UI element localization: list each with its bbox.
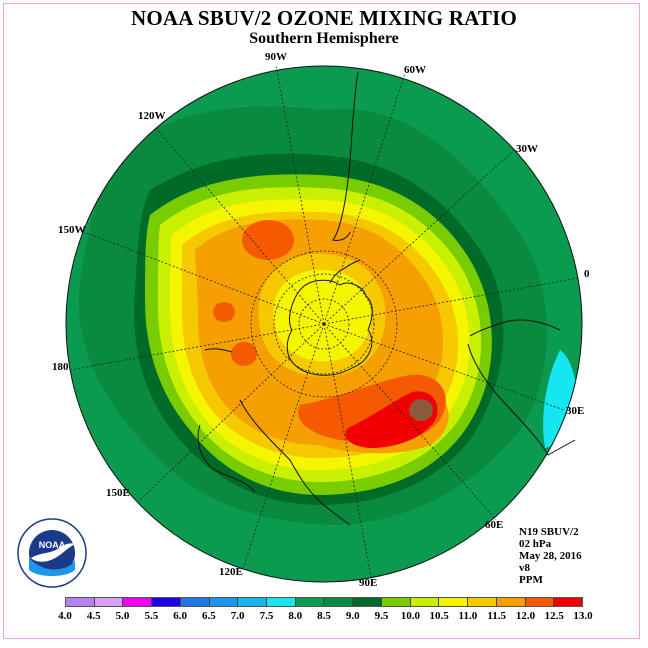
colorbar-tick-label: 13.0 <box>573 610 593 622</box>
lon-label-120w: 120W <box>138 110 166 122</box>
australia <box>239 399 351 526</box>
colorbar-segment <box>353 598 382 606</box>
south-america <box>332 71 359 241</box>
colorbar-tick-labels: 4.0 4.5 5.0 5.5 6.0 6.5 7.0 7.5 8.0 8.5 9.0 9.5 10.0… <box>0 610 648 624</box>
colorbar-tick-label: 6.5 <box>202 610 216 622</box>
colorbar-segment <box>496 598 526 606</box>
max-small-2 <box>231 342 257 366</box>
lon-label-90w: 90W <box>265 51 287 63</box>
colorbar-tick-label: 4.0 <box>58 610 72 622</box>
colorbar-tick-label: 7.5 <box>259 610 274 622</box>
antarctica-coast <box>286 279 373 376</box>
colorbar-segment <box>267 598 296 606</box>
colorbar-segment <box>66 598 95 606</box>
version-label: v8 <box>519 562 530 574</box>
colorbar-segment <box>238 598 268 606</box>
colorbar-tick-label: 10.0 <box>400 610 420 622</box>
colorbar-tick-label: 5.5 <box>144 610 159 622</box>
colorbar-segment <box>123 598 153 606</box>
colorbar-tick-label: 9.0 <box>345 610 360 622</box>
colorbar-segment <box>381 598 411 606</box>
colorbar-segment <box>554 598 582 606</box>
noaa-logo-icon: NOAA <box>17 518 87 588</box>
colorbar <box>65 597 583 607</box>
colorbar-segment <box>152 598 181 606</box>
satellite-label: N19 SBUV/2 <box>519 526 579 538</box>
colorbar-tick-label: 6.0 <box>173 610 187 622</box>
map-subtitle: Southern Hemisphere <box>249 30 399 47</box>
level-label: 02 hPa <box>519 538 552 550</box>
max-indian-peak <box>409 399 433 421</box>
colorbar-segment <box>439 598 469 606</box>
figure-frame <box>3 3 640 639</box>
colorbar-segment <box>94 598 124 606</box>
info-block: N19 SBUV/2 02 hPa May 28, 2016 v8 PPM <box>519 526 582 586</box>
colorbar-segment <box>295 598 325 606</box>
colorbar-tick-label: 12.5 <box>544 610 564 622</box>
lon-label-60w: 60W <box>404 64 426 76</box>
colorbar-tick-label: 11.0 <box>458 610 478 622</box>
antarctic-peninsula <box>329 259 361 284</box>
coastlines <box>197 71 576 526</box>
colorbar-segment <box>525 598 555 606</box>
map-title: NOAA SBUV/2 OZONE MIXING RATIO <box>131 6 517 30</box>
colorbar-tick-label: 4.5 <box>86 610 101 622</box>
australia-west <box>197 424 256 493</box>
colorbar-segment <box>410 598 440 606</box>
lon-label-120e: 120E <box>219 566 243 578</box>
lon-label-60e: 60E <box>485 519 504 531</box>
africa <box>467 343 576 456</box>
new-zealand <box>204 348 233 353</box>
colorbar-segment <box>209 598 239 606</box>
date-label: May 28, 2016 <box>519 550 582 562</box>
colorbar-tick-label: 5.0 <box>115 610 130 622</box>
max-pacific <box>242 220 294 260</box>
lon-label-150e: 150E <box>106 487 130 499</box>
colorbar-tick-label: 12.0 <box>515 610 536 622</box>
lon-label-30e: 30E <box>566 405 585 417</box>
colorbar-tick-label: 8.0 <box>288 610 303 622</box>
colorbar-tick-label: 11.5 <box>487 610 506 622</box>
graticule <box>69 65 579 583</box>
colorbar-tick-label: 10.5 <box>429 610 449 622</box>
max-small-1 <box>213 302 235 322</box>
africa-east <box>469 319 561 337</box>
lon-label-0: 0 <box>584 268 590 280</box>
colorbar-tick-label: 9.5 <box>374 610 389 622</box>
units-label: PPM <box>519 574 543 586</box>
lon-label-90e: 90E <box>359 577 378 589</box>
colorbar-segment <box>180 598 210 606</box>
lon-label-180: 180 <box>52 361 69 373</box>
lon-label-150w: 150W <box>58 224 86 236</box>
map-border <box>65 65 583 583</box>
colorbar-tick-label: 7.0 <box>230 610 245 622</box>
colorbar-segment <box>468 598 497 606</box>
colorbar-segment <box>324 598 354 606</box>
svg-text:NOAA: NOAA <box>39 540 66 550</box>
colorbar-tick-label: 8.5 <box>317 610 331 622</box>
lon-label-30w: 30W <box>516 143 538 155</box>
